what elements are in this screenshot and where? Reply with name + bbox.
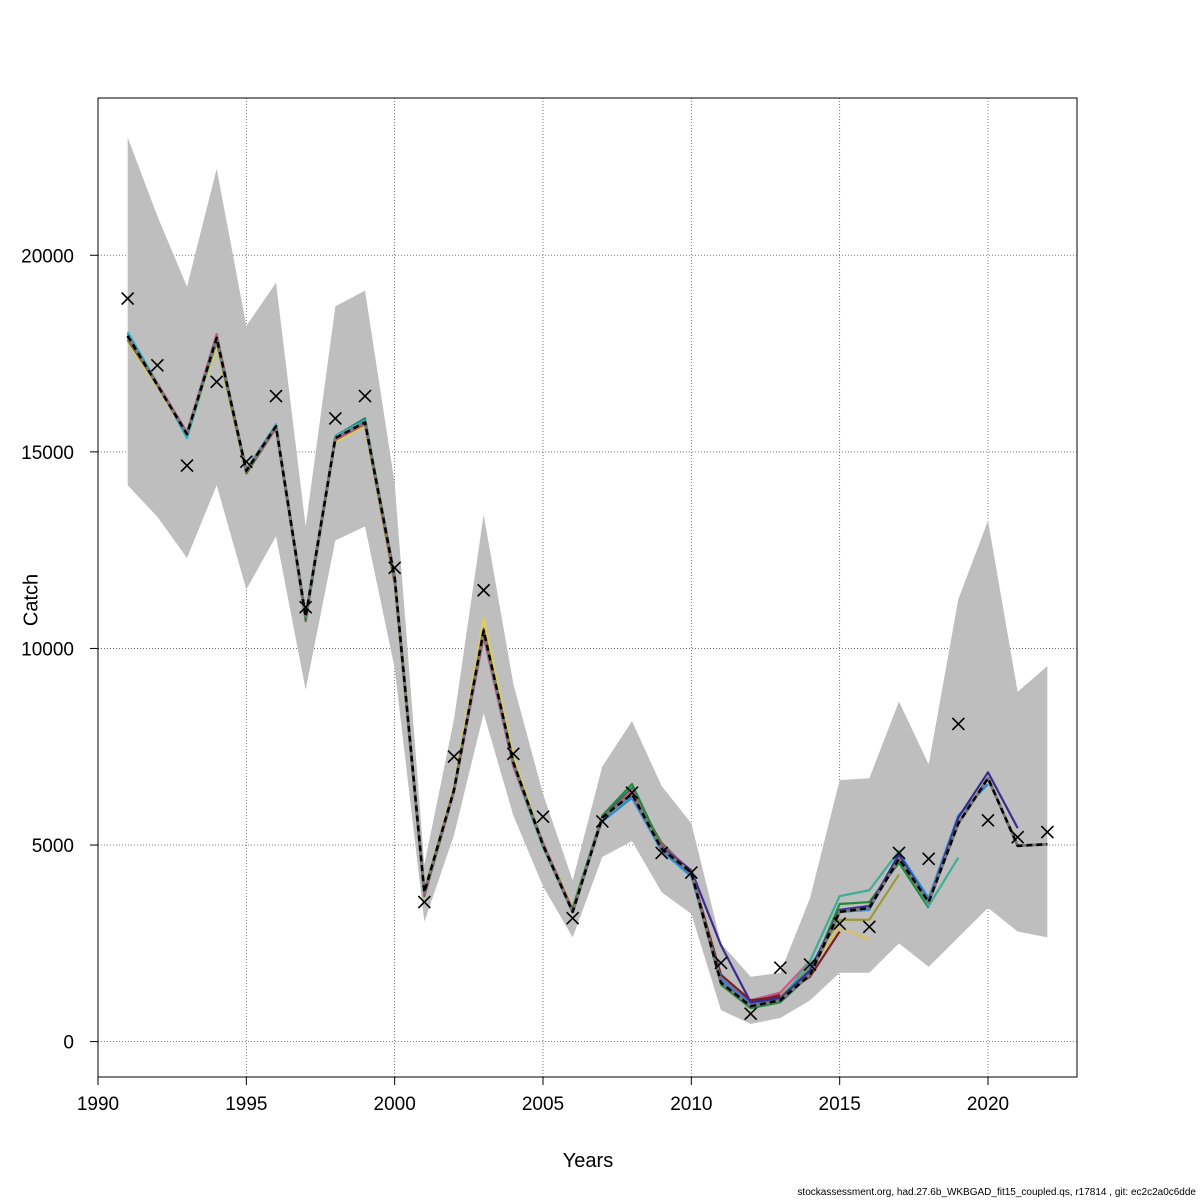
series-layer (126, 331, 1048, 1010)
observed-point (951, 717, 965, 731)
observed-point (447, 749, 461, 764)
x-tick-label: 1995 (225, 1094, 267, 1115)
y-tick-label: 20000 (21, 246, 74, 267)
x-tick-label: 2005 (522, 1094, 564, 1115)
observed-point (417, 895, 431, 909)
y-tick-label: 0 (63, 1033, 74, 1054)
observed-point (773, 961, 787, 975)
observed-point (684, 865, 698, 880)
observed-point (981, 813, 995, 827)
y-tick-label: 10000 (21, 639, 74, 660)
series-line-retro-2021 (660, 771, 1019, 1004)
observed-point (239, 455, 253, 469)
x-axis: 1990 1995 2000 2005 2010 2015 2020 (77, 1076, 1009, 1115)
x-tick-label: 2015 (819, 1094, 861, 1115)
observed-point (714, 956, 728, 970)
observed-point (210, 375, 224, 389)
observed-point (328, 411, 342, 426)
x-tick-label: 1990 (77, 1094, 119, 1115)
observed-markers (121, 291, 1054, 1021)
y-tick-label: 15000 (21, 443, 74, 464)
observed-point (1040, 825, 1054, 839)
x-axis-label: Years (562, 1150, 614, 1172)
x-tick-label: 2010 (670, 1094, 712, 1115)
observed-point (506, 747, 520, 761)
observed-point (833, 917, 847, 931)
observed-point (625, 786, 639, 800)
observed-point (536, 810, 550, 824)
footer-note: stockassessment.org, had.27.6b_WKBGAD_fi… (797, 1187, 1196, 1198)
x-tick-label: 2020 (967, 1094, 1009, 1115)
observed-point (655, 846, 669, 860)
y-tick-label: 5000 (32, 836, 74, 857)
y-axis-label: Catch (20, 573, 43, 627)
series-line-fit-base- (126, 335, 1048, 1008)
observed-point (1011, 830, 1025, 844)
observed-point (388, 561, 402, 575)
observed-point (477, 583, 491, 597)
confidence-band-layer (127, 137, 1048, 1024)
observed-point (566, 911, 580, 925)
observed-point (150, 358, 164, 372)
x-tick-label: 2000 (374, 1094, 416, 1115)
observed-point (595, 814, 609, 829)
series-line-retro-2018 (571, 782, 930, 1010)
observed-point (269, 389, 283, 403)
observed-point (744, 1007, 758, 1021)
observed-point (862, 920, 876, 934)
observed-point (180, 459, 194, 473)
observed-point (299, 600, 313, 614)
series-line-retro-2017 (779, 873, 900, 998)
observed-point (803, 957, 817, 972)
observed-point (892, 846, 906, 860)
y-axis: 0 5000 10000 15000 20000 (21, 246, 99, 1054)
observed-point (121, 291, 135, 306)
confidence-band (127, 137, 1048, 1024)
observed-point (922, 852, 936, 866)
observed-point (358, 389, 372, 403)
